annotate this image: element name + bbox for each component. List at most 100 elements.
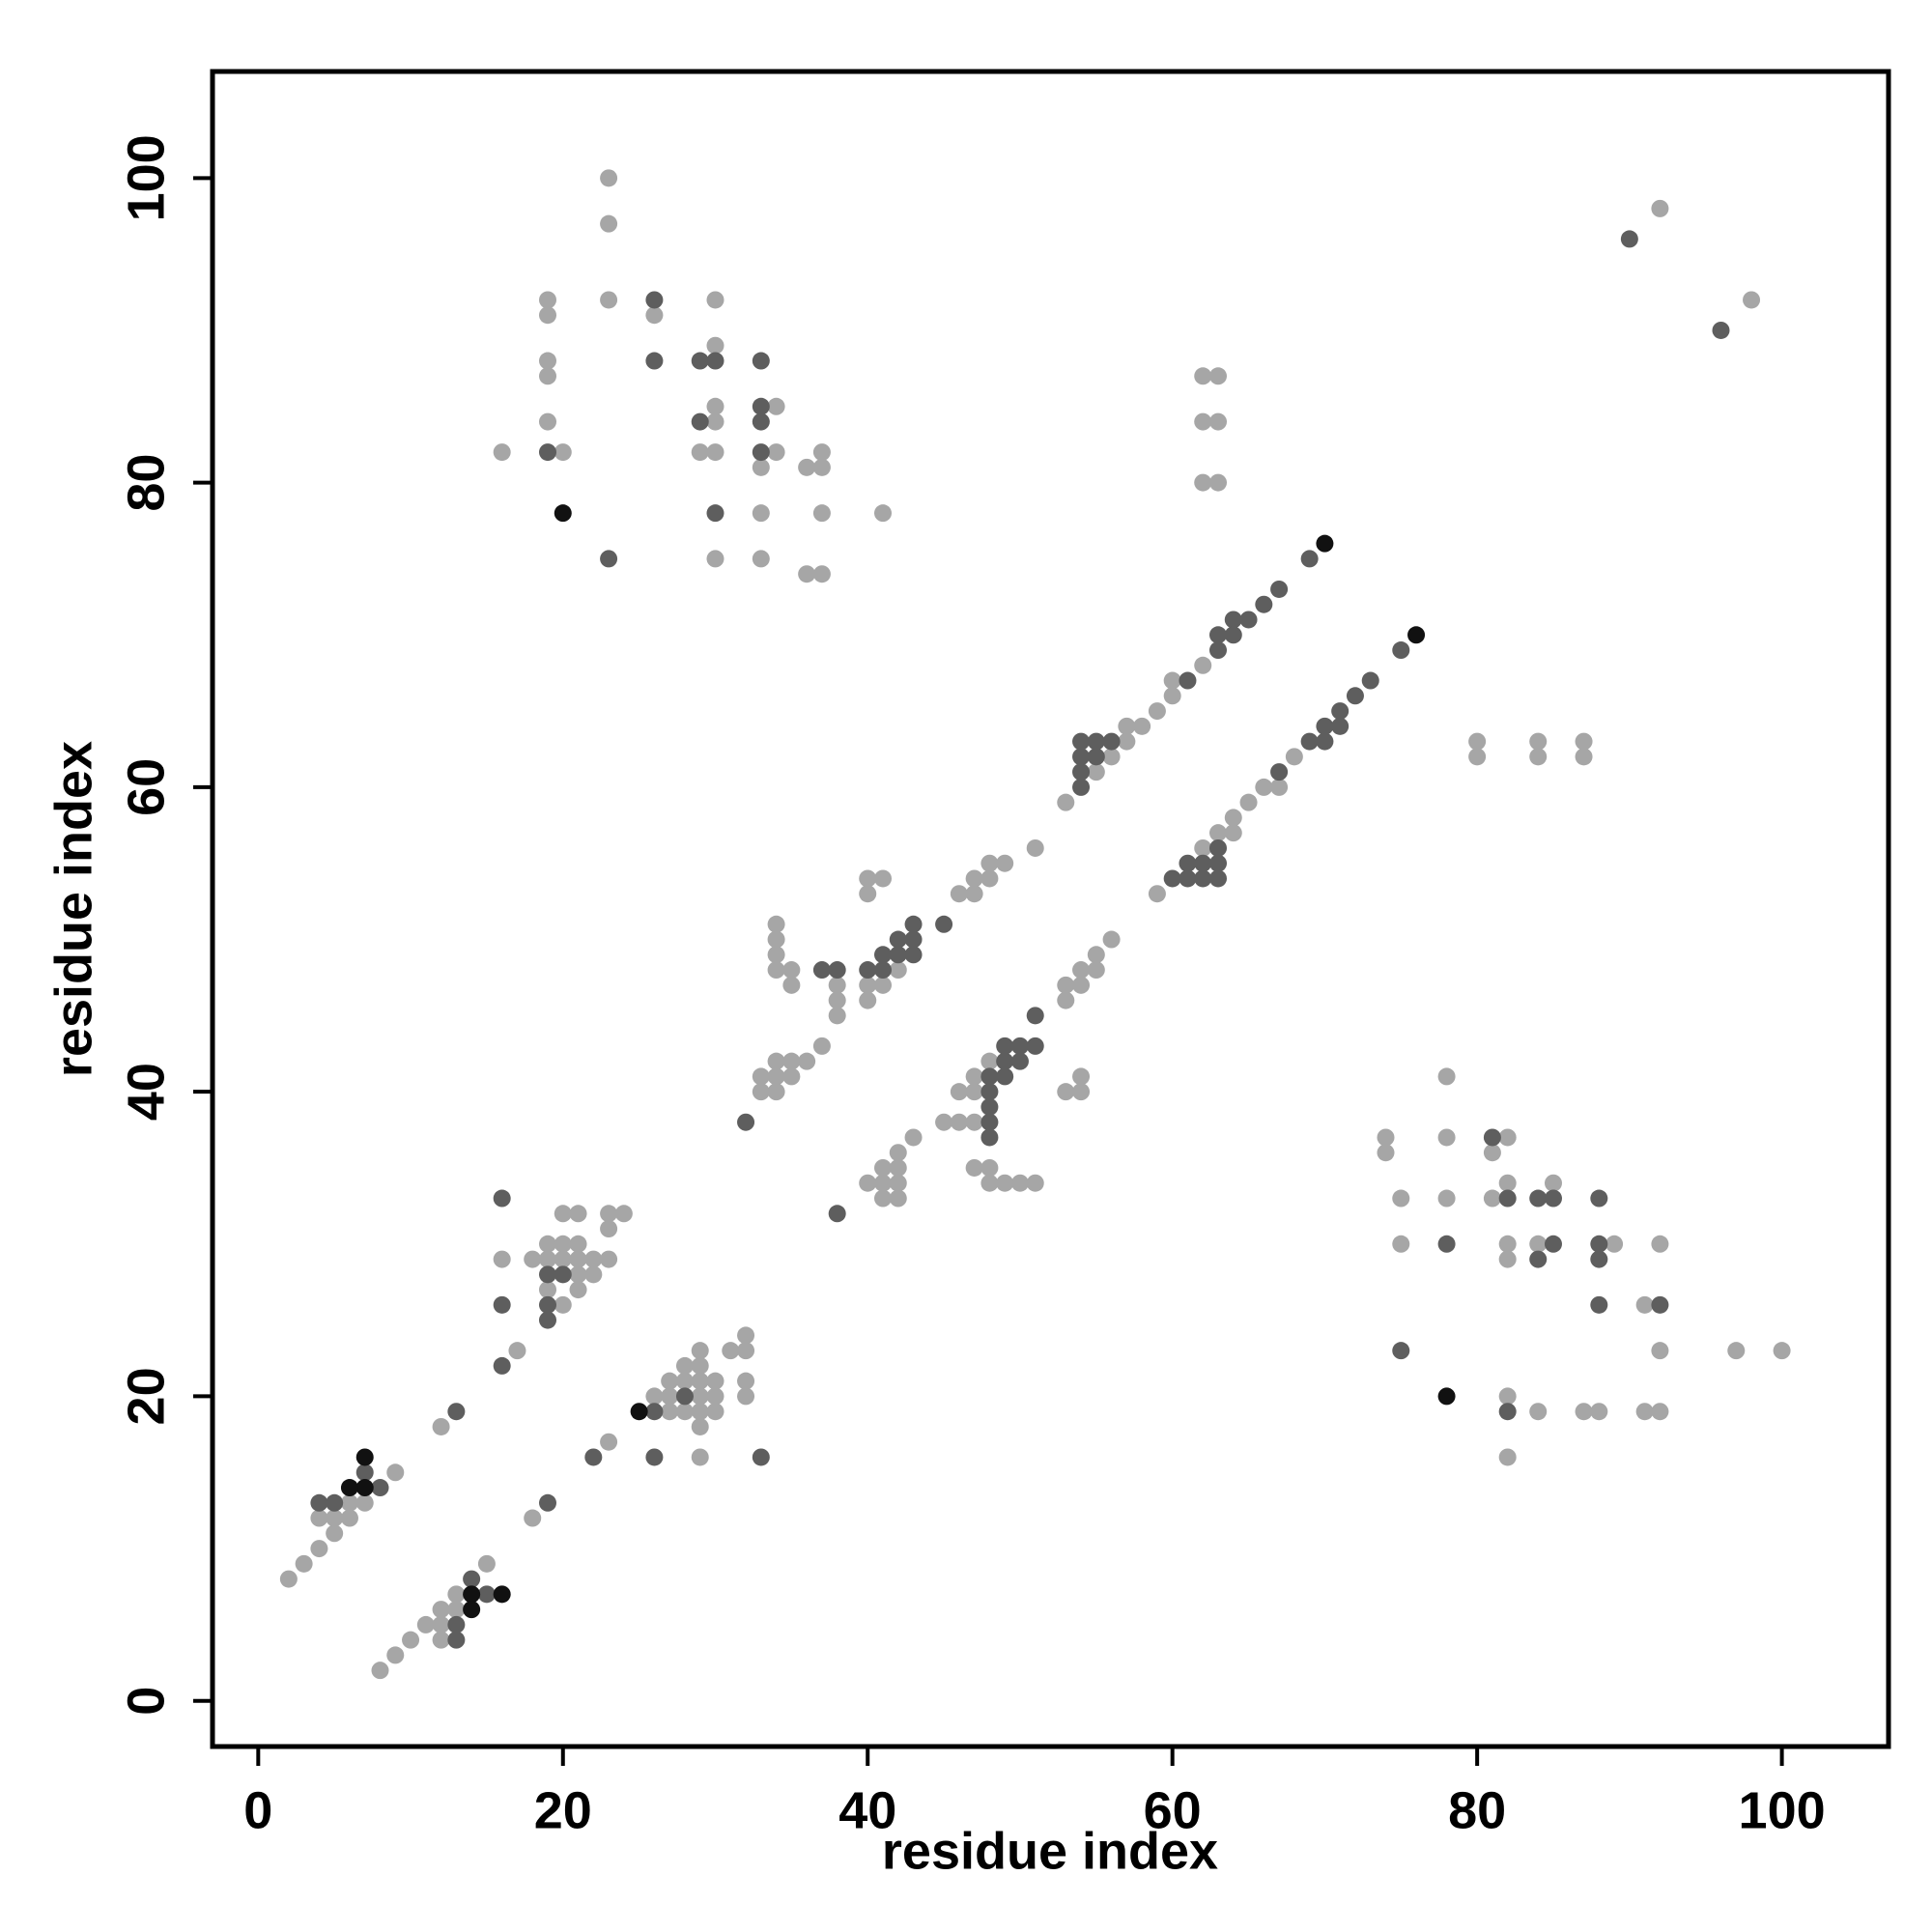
point	[1498, 1174, 1517, 1192]
point	[828, 1007, 846, 1025]
point	[310, 1540, 328, 1558]
point	[782, 976, 801, 994]
point	[355, 1463, 374, 1482]
point	[950, 885, 968, 903]
point	[1087, 763, 1105, 781]
point	[1102, 930, 1121, 949]
point	[691, 1387, 709, 1406]
point	[1651, 1295, 1669, 1314]
point	[447, 1615, 466, 1634]
point	[737, 1113, 755, 1131]
point	[965, 1158, 983, 1177]
point	[1361, 671, 1379, 690]
point	[645, 1448, 664, 1466]
point	[859, 1174, 877, 1192]
point	[1498, 1128, 1517, 1147]
point	[965, 1067, 983, 1086]
point	[1102, 748, 1121, 766]
point	[1148, 702, 1166, 721]
point	[1498, 1235, 1517, 1253]
x-tick-label: 60	[1144, 1781, 1202, 1839]
point	[447, 1601, 466, 1619]
point	[752, 443, 770, 462]
point	[539, 1250, 556, 1268]
point	[493, 1295, 511, 1314]
point	[1010, 1174, 1029, 1192]
point	[782, 961, 801, 980]
point	[1224, 626, 1242, 644]
point	[554, 1205, 572, 1223]
point	[767, 961, 785, 980]
point	[752, 1067, 770, 1086]
point	[767, 1052, 785, 1070]
point	[752, 352, 770, 370]
point	[1194, 656, 1212, 674]
point	[1529, 1403, 1548, 1421]
point	[569, 1265, 587, 1284]
point	[1224, 824, 1242, 842]
point	[539, 412, 556, 431]
point	[1057, 976, 1075, 994]
point	[904, 1128, 923, 1147]
point	[493, 1585, 511, 1604]
point	[371, 1662, 389, 1680]
point	[812, 504, 831, 523]
point	[1102, 732, 1121, 751]
point	[706, 336, 724, 355]
point	[554, 1250, 572, 1268]
point	[1209, 473, 1227, 492]
point	[493, 1189, 511, 1208]
point	[340, 1509, 358, 1527]
point	[874, 946, 892, 964]
point	[1392, 1189, 1410, 1208]
point	[1179, 854, 1197, 872]
point	[340, 1493, 358, 1512]
point	[1209, 641, 1227, 660]
point	[1651, 1403, 1669, 1421]
point	[1224, 611, 1242, 629]
point	[752, 504, 770, 523]
point	[889, 1174, 907, 1192]
point	[1026, 1174, 1044, 1192]
point	[600, 1205, 618, 1223]
point	[1010, 1037, 1029, 1055]
point	[691, 1356, 709, 1375]
point	[1743, 291, 1761, 309]
point	[904, 930, 923, 949]
point	[539, 291, 556, 309]
point	[1209, 869, 1227, 888]
point	[1209, 854, 1227, 872]
point	[737, 1326, 755, 1345]
point	[767, 1083, 785, 1101]
point	[645, 306, 664, 325]
point	[524, 1509, 542, 1527]
point	[1651, 1235, 1669, 1253]
point	[828, 991, 846, 1009]
point	[554, 1235, 572, 1253]
point	[1239, 793, 1258, 811]
point	[1605, 1235, 1624, 1253]
point	[1575, 732, 1593, 751]
point	[752, 397, 770, 415]
point	[675, 1356, 694, 1375]
point	[1285, 748, 1303, 766]
point	[432, 1615, 450, 1634]
point	[889, 946, 907, 964]
point	[477, 1585, 496, 1604]
point	[661, 1403, 679, 1421]
point	[1224, 809, 1242, 827]
point	[1072, 763, 1091, 781]
point	[767, 397, 785, 415]
point	[1407, 626, 1426, 644]
point	[1635, 1295, 1654, 1314]
point	[1255, 778, 1273, 796]
point	[463, 1585, 481, 1604]
point	[1194, 869, 1212, 888]
point	[1026, 838, 1044, 857]
point	[812, 961, 831, 980]
point	[980, 1174, 999, 1192]
point	[416, 1615, 435, 1634]
point	[539, 306, 556, 325]
point	[539, 1311, 556, 1329]
point	[645, 291, 664, 309]
